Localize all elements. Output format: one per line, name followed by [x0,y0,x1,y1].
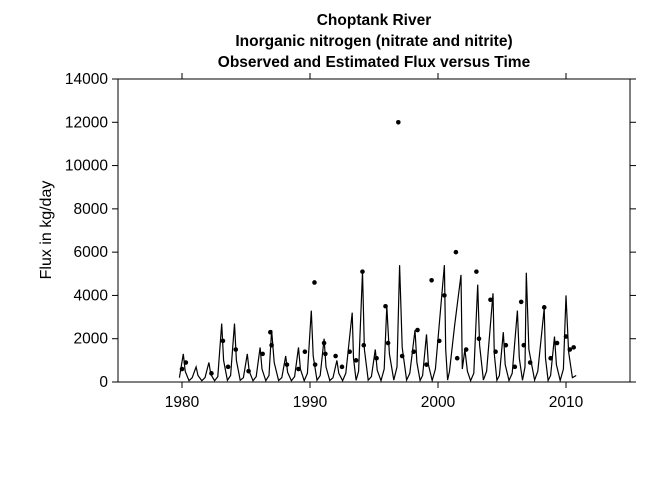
observed-flux-point [399,353,405,359]
x-tick-label: 2010 [549,394,584,411]
observed-flux-point [563,334,569,339]
y-tick-label: 14000 [65,71,108,88]
observed-flux-point [476,336,482,342]
observed-flux-point [323,351,328,357]
observed-flux-point [541,305,547,310]
y-tick-label: 12000 [65,114,108,131]
observed-flux-point [361,342,367,348]
y-tick-label: 6000 [74,244,109,261]
observed-flux-point [233,347,239,352]
plot-frame [117,78,631,383]
y-tick-label: 2000 [74,331,109,348]
observed-flux-point [411,349,416,355]
observed-flux-point [360,269,365,274]
observed-flux-point [512,364,518,370]
observed-flux-point [463,347,469,352]
observed-flux-point [567,347,573,352]
observed-flux-point [339,364,345,370]
observed-flux-point [527,360,533,365]
chart-title-line-2: Inorganic nitrogen (nitrate and nitrite) [235,33,512,50]
observed-flux-point [385,340,391,346]
observed-flux-point [453,249,459,255]
observed-flux-point [302,349,308,355]
observed-flux-point [521,342,527,348]
observed-flux-point [571,345,576,350]
observed-flux-point [268,329,273,335]
observed-flux-point [429,277,434,283]
estimated-flux-line [178,265,577,383]
observed-flux-point [246,368,251,374]
observed-flux-point [220,338,226,344]
observed-flux-point [260,351,265,357]
observed-flux-point [424,362,429,367]
observed-flux-point [179,366,185,372]
observed-flux-point [548,355,553,361]
y-tick-label: 10000 [65,158,108,175]
observed-flux-point [474,269,479,274]
x-tick-label: 1980 [165,394,200,411]
y-tick-label: 8000 [74,201,109,218]
observed-flux-point [488,297,493,303]
observed-flux-point [284,362,290,367]
observed-flux-point [225,364,231,370]
y-tick-label: 0 [99,374,108,391]
observed-flux-point [312,362,318,367]
observed-flux-point [296,366,301,372]
observed-flux-point [554,340,560,346]
x-tick-label: 2000 [421,394,456,411]
observed-flux-point [493,349,498,355]
observed-flux-point [209,371,214,376]
y-axis-label: Flux in kg/day [38,181,55,280]
observed-flux-point [374,355,379,361]
observed-flux-point [436,338,442,344]
observed-flux-point [383,303,388,309]
observed-flux-point [442,293,447,298]
observed-flux-point [269,342,274,348]
chart-title-line-1: Choptank River [317,12,432,29]
observed-flux-point [312,280,317,285]
observed-flux-point [353,358,359,363]
plot-area: 0 2000 4000 6000 8000 10000 12000 14000 1980 1990… [65,71,636,411]
observed-flux-point [321,340,327,346]
observed-flux-point [396,119,401,125]
y-tick-label: 4000 [74,287,109,304]
observed-flux-point [347,349,352,355]
observed-flux-point [454,355,460,361]
observed-flux-point [518,299,524,305]
chart-title-line-3: Observed and Estimated Flux versus Time [218,54,531,71]
x-tick-label: 1990 [293,394,328,411]
observed-flux-point [503,342,509,348]
observed-flux-point [415,327,420,333]
observed-flux-point [333,353,338,359]
observed-flux-point [183,360,189,365]
